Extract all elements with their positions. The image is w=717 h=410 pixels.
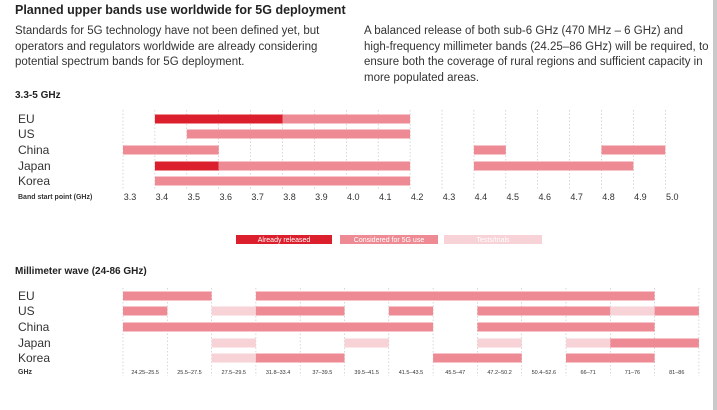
- band-bar: [610, 338, 699, 348]
- x-tick-label: 81–86: [669, 370, 684, 376]
- band-bar: [154, 114, 283, 124]
- x-tick-label: 4.9: [634, 192, 647, 202]
- band-bar: [211, 353, 256, 363]
- band-bar: [154, 176, 411, 186]
- band-bar: [477, 338, 522, 348]
- x-tick-label: 4.4: [475, 192, 488, 202]
- x-tick-label: 3.4: [156, 192, 169, 202]
- x-tick-label: 3.5: [188, 192, 201, 202]
- row-label: EU: [18, 112, 35, 126]
- intro-right-text: A balanced release of both sub-6 GHz (47…: [364, 25, 709, 84]
- x-axis-label: GHz: [18, 369, 33, 376]
- legend-label: Tests/trials: [476, 237, 510, 244]
- band-bar: [473, 161, 634, 171]
- row-label: Japan: [18, 159, 51, 173]
- band-bar: [186, 129, 411, 139]
- x-tick-label: 50.4–52.6: [532, 370, 556, 376]
- band-bar: [123, 322, 434, 332]
- x-tick-label: 41.5–43.5: [399, 370, 423, 376]
- band-bar: [566, 338, 611, 348]
- x-tick-label: 39.5–41.5: [354, 370, 378, 376]
- band-bar: [473, 145, 506, 155]
- x-tick-label: 4.2: [411, 192, 424, 202]
- x-tick-label: 47.2–50.2: [487, 370, 511, 376]
- x-tick-label: 45.5–47: [445, 370, 465, 376]
- x-tick-label: 4.0: [347, 192, 360, 202]
- x-tick-label: 27.5–29.5: [222, 370, 246, 376]
- band-bar: [255, 306, 345, 316]
- band-bar: [282, 114, 411, 124]
- row-label: Korea: [18, 174, 50, 188]
- x-tick-label: 3.3: [124, 192, 137, 202]
- x-tick-label: 24.25–25.5: [131, 370, 159, 376]
- x-tick-label: 3.9: [315, 192, 328, 202]
- legend-swatch: [236, 235, 332, 244]
- band-bar: [654, 306, 699, 316]
- band-bar: [123, 145, 219, 155]
- legend-label: Considered for 5G use: [354, 237, 425, 244]
- section-title-mmwave: Millimeter wave (24-86 GHz): [15, 266, 147, 277]
- legend-swatch: [340, 235, 438, 244]
- x-tick-label: 3.7: [251, 192, 264, 202]
- band-bar: [218, 161, 411, 171]
- row-label: US: [18, 127, 35, 141]
- row-label: Korea: [18, 351, 50, 365]
- x-tick-label: 4.6: [538, 192, 551, 202]
- row-label: EU: [18, 289, 35, 303]
- x-tick-label: 3.8: [283, 192, 296, 202]
- band-bar: [601, 145, 666, 155]
- legend-swatch: [444, 235, 542, 244]
- band-bar: [211, 306, 256, 316]
- x-tick-label: 71–76: [625, 370, 640, 376]
- x-axis-label: Band start point (GHz): [18, 194, 92, 201]
- band-bar: [477, 322, 655, 332]
- band-bar: [255, 291, 655, 301]
- intro-left-text: Standards for 5G technology have not bee…: [15, 25, 320, 68]
- x-tick-label: 4.3: [443, 192, 456, 202]
- x-tick-label: 4.1: [379, 192, 392, 202]
- band-bar: [123, 291, 212, 301]
- band-bar: [433, 353, 522, 363]
- row-label: China: [18, 320, 50, 334]
- x-tick-label: 4.8: [602, 192, 615, 202]
- x-tick-label: 4.7: [570, 192, 583, 202]
- legend-label: Already released: [258, 237, 311, 244]
- band-bar: [344, 338, 389, 348]
- band-bar: [610, 306, 655, 316]
- x-tick-label: 25.5–27.5: [177, 370, 201, 376]
- band-bar: [255, 353, 345, 363]
- x-tick-label: 5.0: [666, 192, 679, 202]
- x-tick-label: 3.6: [219, 192, 232, 202]
- x-tick-label: 4.5: [507, 192, 520, 202]
- band-bar: [123, 306, 168, 316]
- row-label: China: [18, 143, 50, 157]
- band-bar: [477, 306, 611, 316]
- band-bar: [388, 306, 434, 316]
- page-title: Planned upper bands use worldwide for 5G…: [15, 3, 346, 17]
- row-label: US: [18, 304, 35, 318]
- band-bar: [154, 161, 219, 171]
- x-tick-label: 37–39.5: [312, 370, 332, 376]
- page-edge-shadow: [713, 0, 717, 410]
- section-title-sub6: 3.3-5 GHz: [15, 90, 61, 101]
- band-bar: [211, 338, 256, 348]
- x-tick-label: 31.8–33.4: [266, 370, 290, 376]
- band-bar: [566, 353, 655, 363]
- x-tick-label: 66–71: [581, 370, 596, 376]
- row-label: Japan: [18, 336, 51, 350]
